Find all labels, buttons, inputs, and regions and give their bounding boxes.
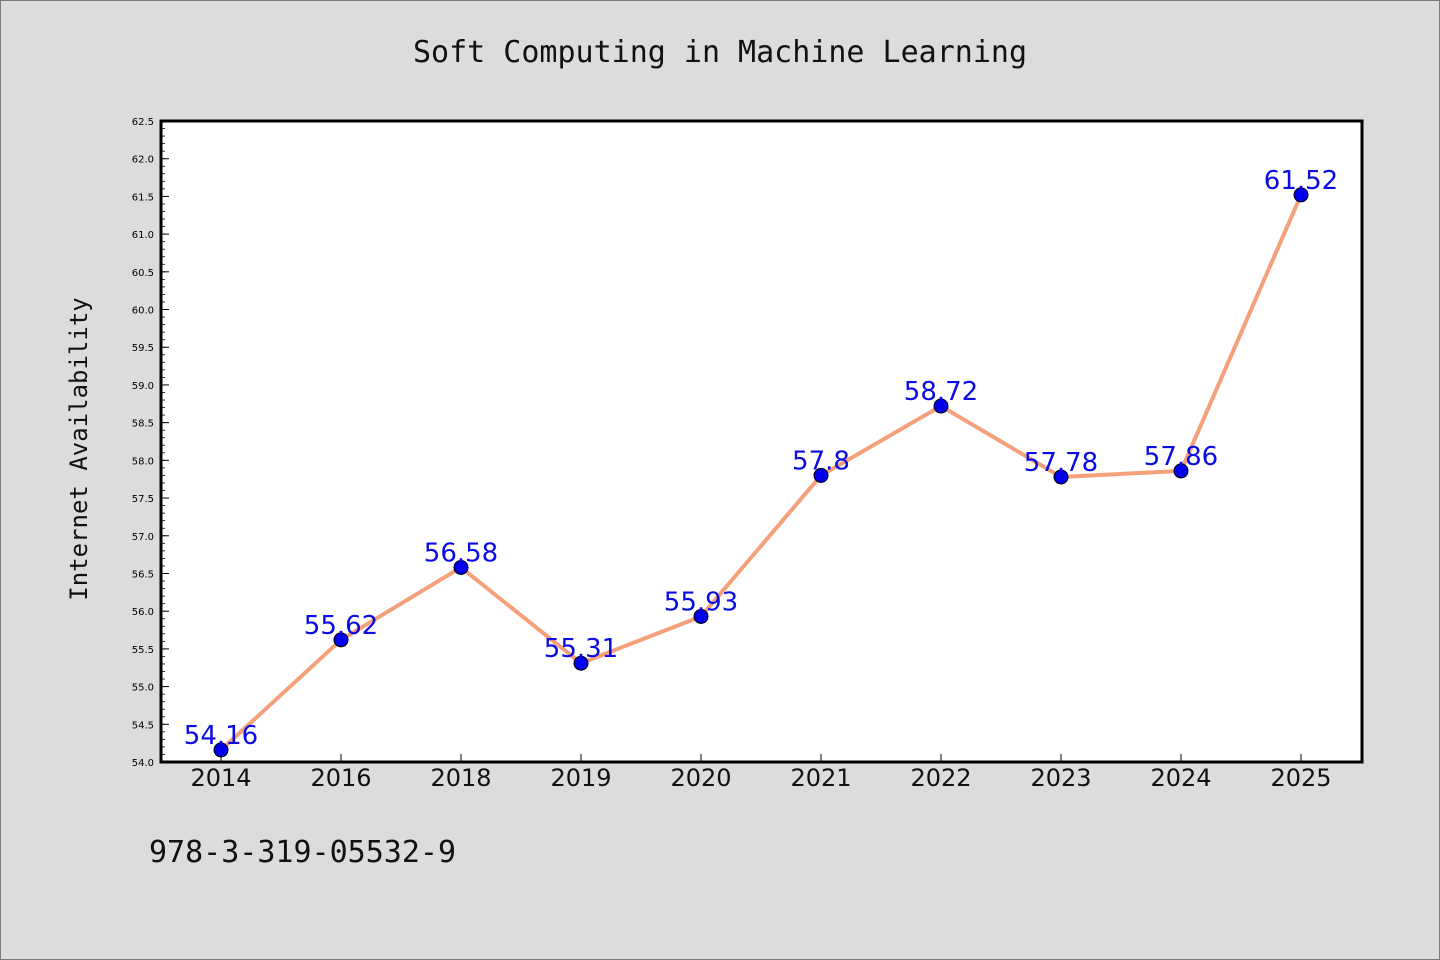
x-tick-label: 2022 xyxy=(910,764,971,792)
data-label: 61.52 xyxy=(1264,166,1338,196)
data-label: 55.31 xyxy=(544,634,618,664)
chart-title: Soft Computing in Machine Learning xyxy=(412,35,1028,70)
y-tick-label: 54.5 xyxy=(132,720,154,731)
series-line-group xyxy=(219,194,1303,752)
data-label: 57.78 xyxy=(1024,448,1098,478)
x-tick-label: 2023 xyxy=(1030,764,1091,792)
data-labels: 54.16 55.62 56.58 55.31 55.93 57.8 58.72 57.78 5… xyxy=(184,166,1338,751)
y-axis-title: Internet Availability xyxy=(65,297,93,600)
data-label: 57.8 xyxy=(792,446,850,476)
isbn-text: 978-3-319-05532-9 xyxy=(149,835,457,870)
x-tick-label: 2021 xyxy=(790,764,851,792)
data-point xyxy=(333,632,349,648)
x-axis: 2014 2016 2018 2019 2020 2021 2022 2023 2024 2025 xyxy=(190,754,1332,792)
data-label: 54.16 xyxy=(184,721,258,751)
x-tick-label: 2020 xyxy=(670,764,731,792)
y-tick-label: 62.5 xyxy=(132,117,154,128)
data-label: 58.72 xyxy=(904,377,978,407)
y-tick-label: 60.5 xyxy=(132,268,154,279)
plot-area xyxy=(159,119,1364,764)
y-tick-label: 58.0 xyxy=(132,456,154,467)
data-point xyxy=(693,608,709,624)
y-tick-label: 59.0 xyxy=(132,381,154,392)
y-tick-label: 60.0 xyxy=(132,306,154,317)
y-tick-label: 58.5 xyxy=(132,419,154,430)
x-tick-label: 2016 xyxy=(310,764,371,792)
y-tick-label: 57.5 xyxy=(132,494,154,505)
data-point xyxy=(933,398,949,414)
data-label: 56.58 xyxy=(424,538,498,568)
y-tick-label: 55.0 xyxy=(132,683,154,694)
y-axis: 54.0 54.5 55.0 55.5 56.0 56.5 57.0 57.5 58.0 58.5… xyxy=(132,117,169,769)
data-point xyxy=(1293,187,1309,203)
y-tick-label: 61.0 xyxy=(132,230,154,241)
data-point xyxy=(453,559,469,575)
data-point xyxy=(1053,469,1069,485)
data-label: 55.62 xyxy=(304,611,378,641)
y-tick-label: 61.5 xyxy=(132,192,154,203)
data-point xyxy=(1173,463,1189,479)
data-point xyxy=(213,742,229,758)
data-point xyxy=(813,467,829,483)
x-tick-label: 2018 xyxy=(430,764,491,792)
x-tick-label: 2019 xyxy=(550,764,611,792)
data-points xyxy=(213,187,1309,758)
y-tick-label: 55.5 xyxy=(132,645,154,656)
x-tick-label: 2014 xyxy=(190,764,251,792)
data-label: 57.86 xyxy=(1144,442,1218,472)
x-tick-label: 2024 xyxy=(1150,764,1211,792)
data-point xyxy=(573,655,589,671)
series-line xyxy=(219,194,1303,752)
y-tick-label: 57.0 xyxy=(132,532,154,543)
y-tick-label: 54.0 xyxy=(132,758,154,769)
y-tick-label: 56.0 xyxy=(132,607,154,618)
y-tick-label: 56.5 xyxy=(132,569,154,580)
data-label: 55.93 xyxy=(664,587,738,617)
y-tick-label: 62.0 xyxy=(132,155,154,166)
y-tick-label: 59.5 xyxy=(132,343,154,354)
x-tick-label: 2025 xyxy=(1270,764,1331,792)
